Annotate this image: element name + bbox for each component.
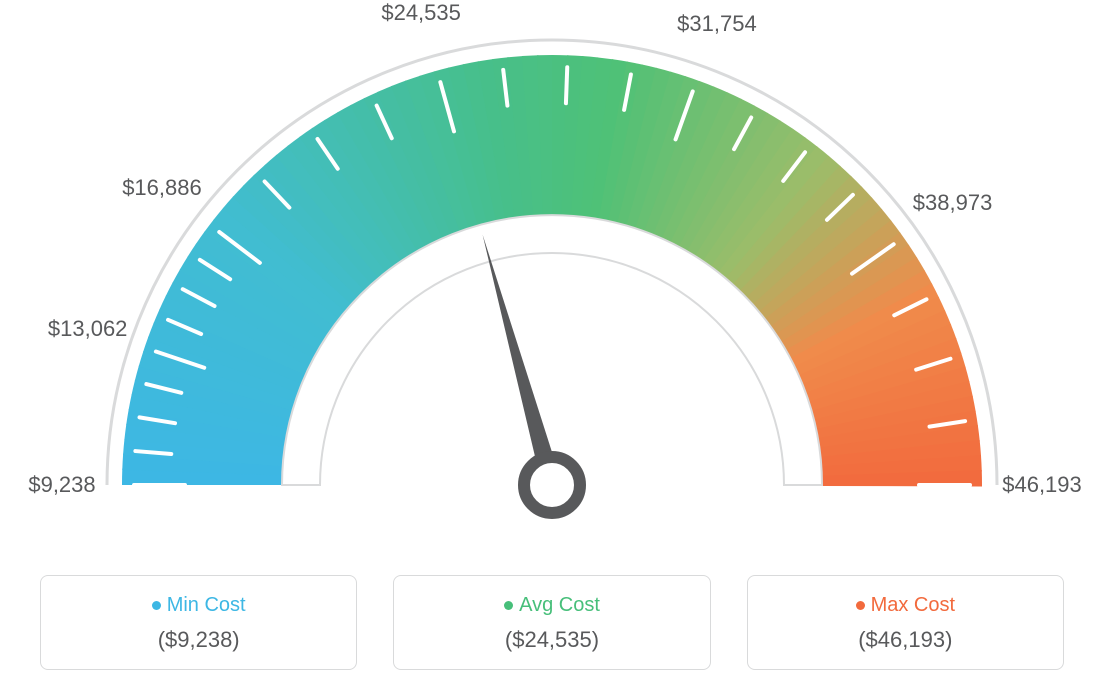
- dot-icon: [504, 601, 513, 610]
- gauge-tick-label: $13,062: [48, 316, 128, 342]
- card-value: ($46,193): [758, 627, 1053, 653]
- cost-gauge: $9,238 $13,062 $16,886 $24,535 $31,754 $38,97…: [0, 0, 1104, 530]
- gauge-tick-label: $46,193: [1002, 472, 1082, 498]
- gauge-tick-label: $38,973: [913, 190, 993, 216]
- gauge-svg: [0, 0, 1104, 560]
- card-min-cost: Min Cost ($9,238): [40, 575, 357, 670]
- dot-icon: [152, 601, 161, 610]
- card-title: Avg Cost: [404, 594, 699, 617]
- card-max-cost: Max Cost ($46,193): [747, 575, 1064, 670]
- card-avg-cost: Avg Cost ($24,535): [393, 575, 710, 670]
- card-title-text: Avg Cost: [519, 594, 600, 616]
- card-title-text: Min Cost: [167, 594, 246, 616]
- gauge-tick-label: $9,238: [28, 472, 95, 498]
- gauge-tick-label: $31,754: [677, 11, 757, 37]
- card-value: ($24,535): [404, 627, 699, 653]
- card-value: ($9,238): [51, 627, 346, 653]
- card-title: Min Cost: [51, 594, 346, 617]
- card-title: Max Cost: [758, 594, 1053, 617]
- dot-icon: [856, 601, 865, 610]
- gauge-tick-label: $16,886: [122, 175, 202, 201]
- card-title-text: Max Cost: [871, 594, 955, 616]
- summary-cards: Min Cost ($9,238) Avg Cost ($24,535) Max…: [0, 575, 1104, 670]
- gauge-tick-label: $24,535: [381, 0, 461, 26]
